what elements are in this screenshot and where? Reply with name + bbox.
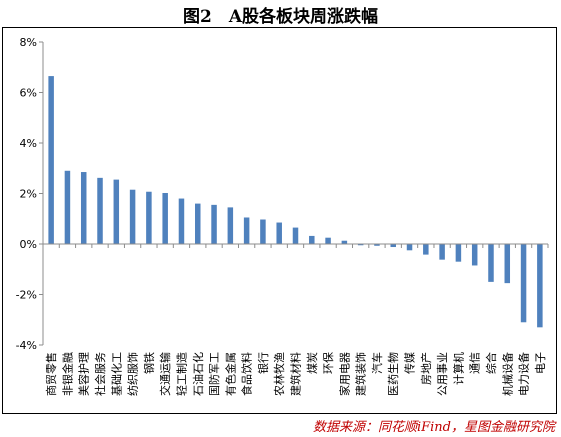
category-label: 房地产 (419, 352, 433, 385)
bar (537, 244, 543, 328)
category-label: 家用电器 (337, 352, 351, 396)
bar (423, 244, 429, 255)
bar (374, 244, 380, 246)
category-label: 社会服务 (93, 352, 107, 396)
category-label: 汽车 (370, 352, 384, 374)
bar (162, 192, 168, 244)
bar (325, 237, 331, 244)
category-label: 纺织服饰 (126, 352, 140, 396)
bar (471, 244, 478, 266)
category-label: 基础化工 (109, 352, 123, 396)
category-label: 环保 (321, 352, 335, 374)
category-label: 银行 (256, 352, 270, 374)
bar (260, 219, 266, 244)
bar (292, 227, 299, 244)
bar (48, 76, 54, 245)
category-label: 石油石化 (191, 352, 205, 396)
category-label: 农林牧渔 (272, 352, 286, 396)
category-label: 轻工制造 (174, 352, 188, 396)
data-source-note: 数据来源：同花顺iFind，星图金融研究院 (312, 420, 555, 435)
y-tick-label: 4% (20, 137, 37, 150)
bar (97, 177, 103, 244)
y-tick-label: -4% (16, 339, 37, 352)
category-label: 食品饮料 (240, 352, 254, 396)
bar (406, 244, 413, 251)
bar (113, 179, 120, 244)
category-label: 有色金属 (223, 352, 237, 396)
bar (455, 244, 462, 262)
bar (227, 207, 234, 244)
bar (195, 203, 201, 244)
bar (146, 191, 152, 244)
category-label: 综合 (484, 352, 498, 374)
y-tick-label: 0% (20, 238, 37, 251)
bar (211, 204, 217, 244)
bar (341, 240, 348, 244)
y-tick-label: -2% (16, 289, 37, 302)
bar (520, 244, 527, 323)
category-label: 通信 (469, 352, 482, 374)
category-label: 煤炭 (306, 352, 319, 374)
category-label: 建筑材料 (289, 352, 303, 396)
category-label: 传媒 (404, 352, 417, 374)
category-label: 商贸零售 (44, 352, 58, 396)
category-label: 公用事业 (436, 352, 449, 396)
category-label: 钢铁 (143, 352, 156, 374)
bar (390, 244, 396, 248)
bar (488, 244, 494, 282)
bar (357, 244, 364, 246)
bar (309, 235, 315, 244)
bar (64, 170, 71, 244)
category-label: 电力设备 (517, 352, 531, 396)
category-label: 建筑装饰 (354, 352, 368, 396)
bar (276, 222, 282, 244)
category-label: 美容护理 (77, 352, 91, 396)
category-label: 国防军工 (207, 352, 221, 396)
bar (80, 172, 87, 244)
category-label: 电子 (534, 352, 547, 374)
category-label: 非银金融 (60, 352, 74, 396)
category-label: 交通运输 (158, 352, 172, 396)
chart-frame (2, 27, 557, 414)
bar (504, 244, 511, 284)
y-tick-label: 8% (20, 36, 37, 49)
bar (439, 244, 445, 260)
category-label: 机械设备 (500, 352, 514, 396)
chart-title: 图2 A股各板块周涨跌幅 (182, 7, 379, 27)
category-label: 计算机 (451, 352, 465, 385)
bar (129, 189, 136, 244)
bar (243, 217, 250, 244)
bar (178, 198, 185, 244)
y-tick-label: 6% (20, 87, 37, 100)
y-tick-label: 2% (20, 188, 37, 201)
category-label: 医药生物 (386, 352, 400, 396)
